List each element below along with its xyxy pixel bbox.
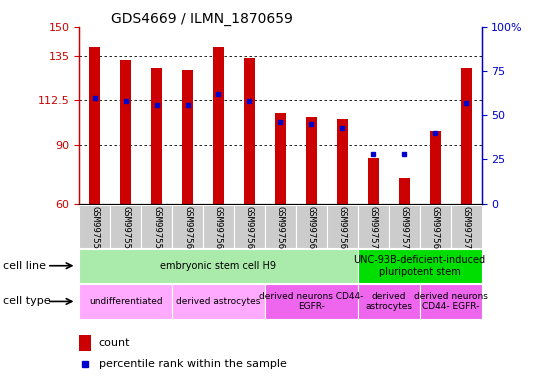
Bar xyxy=(213,46,224,204)
Bar xyxy=(275,113,286,204)
Text: UNC-93B-deficient-induced
pluripotent stem: UNC-93B-deficient-induced pluripotent st… xyxy=(354,255,486,276)
Bar xyxy=(420,205,450,248)
Bar xyxy=(172,205,203,248)
Text: GSM997557: GSM997557 xyxy=(152,206,161,254)
Text: GSM997555: GSM997555 xyxy=(90,206,99,254)
Text: percentile rank within the sample: percentile rank within the sample xyxy=(99,359,287,369)
Bar xyxy=(110,205,141,248)
Text: GDS4669 / ILMN_1870659: GDS4669 / ILMN_1870659 xyxy=(111,12,293,26)
Bar xyxy=(234,205,265,248)
Text: GSM997571: GSM997571 xyxy=(369,206,378,254)
Bar xyxy=(368,158,378,204)
Text: derived neurons
CD44- EGFR-: derived neurons CD44- EGFR- xyxy=(414,292,488,311)
Bar xyxy=(120,60,131,204)
Bar xyxy=(79,284,172,319)
Bar xyxy=(296,205,327,248)
Text: derived neurons CD44-
EGFR-: derived neurons CD44- EGFR- xyxy=(259,292,364,311)
Bar xyxy=(141,205,172,248)
Bar xyxy=(420,284,482,319)
Bar xyxy=(79,249,358,283)
Bar xyxy=(450,205,482,248)
Bar xyxy=(79,335,91,351)
Text: GSM997572: GSM997572 xyxy=(400,206,409,254)
Text: GSM997570: GSM997570 xyxy=(461,206,471,254)
Bar xyxy=(306,117,317,204)
Bar xyxy=(203,205,234,248)
Bar xyxy=(399,178,410,204)
Text: count: count xyxy=(99,338,130,348)
Bar xyxy=(430,131,441,204)
Bar xyxy=(358,205,389,248)
Text: GSM997565: GSM997565 xyxy=(245,206,254,254)
Bar xyxy=(79,205,110,248)
Bar xyxy=(327,205,358,248)
Bar xyxy=(151,68,162,204)
Bar xyxy=(265,284,358,319)
Text: cell line: cell line xyxy=(3,261,46,271)
Bar xyxy=(461,68,472,204)
Text: undifferentiated: undifferentiated xyxy=(89,297,162,306)
Bar xyxy=(358,284,420,319)
Bar xyxy=(358,249,482,283)
Text: GSM997567: GSM997567 xyxy=(307,206,316,254)
Text: GSM997563: GSM997563 xyxy=(183,206,192,254)
Bar xyxy=(389,205,420,248)
Bar xyxy=(337,119,348,204)
Text: derived astrocytes: derived astrocytes xyxy=(176,297,260,306)
Text: GSM997569: GSM997569 xyxy=(431,206,440,254)
Text: GSM997564: GSM997564 xyxy=(214,206,223,254)
Text: embryonic stem cell H9: embryonic stem cell H9 xyxy=(161,261,276,271)
Bar xyxy=(182,70,193,204)
Text: GSM997568: GSM997568 xyxy=(338,206,347,254)
Text: GSM997566: GSM997566 xyxy=(276,206,285,254)
Text: GSM997556: GSM997556 xyxy=(121,206,130,254)
Text: cell type: cell type xyxy=(3,296,50,306)
Bar xyxy=(89,46,100,204)
Bar xyxy=(265,205,296,248)
Text: derived
astrocytes: derived astrocytes xyxy=(365,292,412,311)
Bar xyxy=(172,284,265,319)
Bar xyxy=(244,58,255,204)
